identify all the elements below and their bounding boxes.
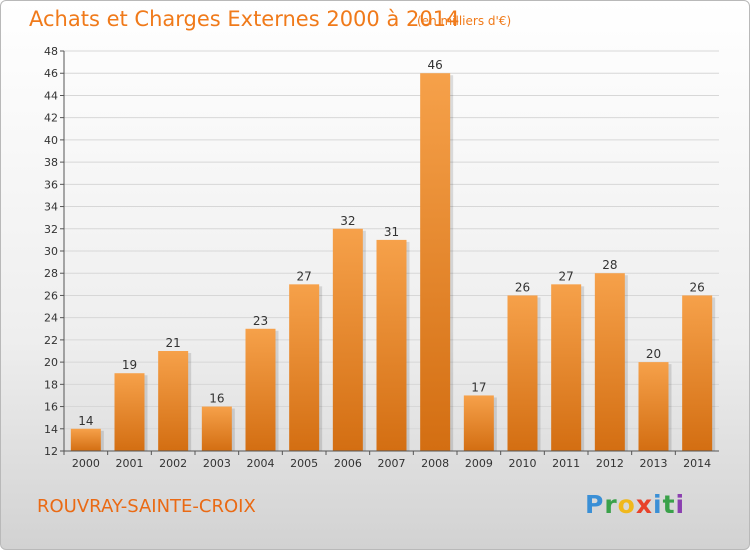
bar-2002: [158, 351, 189, 451]
logo-letter: i: [653, 490, 663, 519]
data-label: 26: [690, 280, 705, 294]
y-tick-label: 30: [44, 245, 58, 258]
x-tick-label: 2013: [640, 457, 668, 470]
y-tick-label: 34: [44, 201, 58, 214]
x-tick-label: 2011: [552, 457, 580, 470]
x-tick-label: 2006: [334, 457, 362, 470]
x-tick-label: 2002: [159, 457, 187, 470]
y-tick-label: 38: [44, 156, 58, 169]
y-tick-label: 22: [44, 334, 58, 347]
bar-2006: [332, 228, 363, 451]
x-tick-label: 2003: [203, 457, 231, 470]
bars: [70, 73, 716, 451]
bar-2005: [289, 284, 320, 451]
y-tick-label: 40: [44, 134, 58, 147]
x-tick-label: 2012: [596, 457, 624, 470]
logo-letter: t: [662, 490, 676, 519]
y-tick-label: 12: [44, 445, 58, 458]
chart-title: Achats et Charges Externes 2000 à 2014: [29, 7, 460, 31]
x-tick-label: 2008: [421, 457, 449, 470]
y-tick-label: 36: [44, 178, 58, 191]
logo-letter: r: [604, 490, 618, 519]
y-tick-label: 16: [44, 401, 58, 414]
bar-2012: [594, 273, 625, 451]
bar-2004: [245, 328, 276, 451]
y-tick-label: 44: [44, 89, 58, 102]
x-tick-label: 2000: [72, 457, 100, 470]
proxiti-logo[interactable]: Proxiti: [585, 490, 685, 519]
data-label: 19: [122, 358, 137, 372]
y-tick-label: 46: [44, 67, 58, 80]
axes: [60, 50, 719, 455]
y-tick-label: 48: [44, 45, 58, 58]
bar-2011: [551, 284, 582, 451]
x-tick-label: 2007: [378, 457, 406, 470]
x-tick-label: 2014: [683, 457, 711, 470]
y-tick-label: 26: [44, 289, 58, 302]
bar-2010: [507, 295, 538, 451]
x-tick-label: 2009: [465, 457, 493, 470]
data-label: 27: [559, 269, 574, 283]
data-label: 26: [515, 280, 530, 294]
y-tick-label: 20: [44, 356, 58, 369]
x-tick-label: 2010: [509, 457, 537, 470]
bar-2008: [420, 73, 451, 451]
y-tick-label: 24: [44, 312, 58, 325]
labels: 12 14 16 18 20 22 24 26 28 30 32 34 36 38 40 42 44 46 48 14…: [44, 45, 711, 470]
data-label: 17: [471, 380, 486, 394]
data-label: 23: [253, 314, 268, 328]
bar-2009: [463, 395, 494, 451]
bar-2014: [682, 295, 713, 451]
data-label: 14: [78, 414, 93, 428]
x-tick-label: 2004: [247, 457, 275, 470]
data-label: 20: [646, 347, 661, 361]
y-tick-label: 32: [44, 223, 58, 236]
commune-name: ROUVRAY-SAINTE-CROIX: [37, 496, 256, 517]
bar-2003: [201, 406, 232, 451]
logo-letter: P: [585, 490, 605, 519]
bar-2001: [114, 373, 145, 451]
bar-2000: [70, 428, 101, 451]
logo-letter: x: [635, 490, 653, 519]
bar-2013: [638, 362, 669, 451]
bar-2007: [376, 239, 407, 451]
data-label: 32: [340, 214, 355, 228]
y-tick-label: 28: [44, 267, 58, 280]
data-label: 46: [428, 58, 443, 72]
data-label: 21: [166, 336, 181, 350]
logo-letter: i: [675, 490, 686, 519]
y-tick-label: 14: [44, 423, 58, 436]
y-tick-label: 18: [44, 378, 58, 391]
data-label: 28: [602, 258, 617, 272]
data-label: 16: [209, 392, 224, 406]
data-label: 27: [297, 269, 312, 283]
chart-subtitle: (en milliers d'€): [417, 14, 512, 28]
x-tick-label: 2005: [290, 457, 318, 470]
data-label: 31: [384, 225, 399, 239]
x-tick-label: 2001: [116, 457, 144, 470]
logo-letter: o: [617, 490, 636, 519]
y-tick-label: 42: [44, 112, 58, 125]
